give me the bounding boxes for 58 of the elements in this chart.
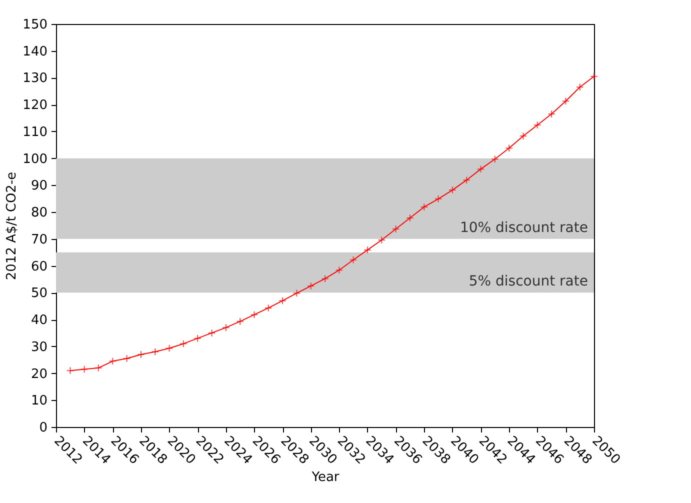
y-tick-label: 40: [30, 313, 48, 328]
y-tick-label: 30: [30, 340, 48, 355]
point: [292, 289, 301, 298]
point: [548, 110, 556, 118]
point: [349, 256, 358, 264]
point: [264, 304, 272, 312]
point: [278, 296, 286, 305]
point: [505, 144, 513, 152]
point: [420, 203, 428, 211]
point: [491, 155, 499, 163]
point: [476, 165, 485, 173]
point: [137, 350, 145, 358]
y-tick-label: 90: [30, 178, 48, 194]
point: [462, 176, 470, 184]
y-tick-label: 120: [22, 98, 48, 114]
point: [434, 195, 442, 203]
y-axis-title: 2012 A$/t CO2-e: [4, 172, 20, 280]
point: [321, 274, 329, 283]
point: [250, 310, 258, 319]
y-tick-label: 20: [30, 366, 48, 382]
point: [94, 364, 102, 372]
point: [80, 365, 88, 374]
y-tick-label: 10: [30, 394, 48, 409]
y-tick-label: 110: [22, 124, 48, 140]
y-tick-label: 0: [39, 420, 48, 436]
y-tick-label: 100: [22, 152, 48, 167]
y-tick-label: 130: [22, 71, 48, 86]
x-axis-title: Year: [310, 470, 340, 485]
point: [392, 225, 400, 233]
point: [562, 97, 570, 105]
point: [180, 340, 188, 348]
point: [519, 132, 528, 140]
point: [208, 329, 216, 337]
y-tick-label: 140: [22, 44, 48, 60]
point: [236, 318, 244, 326]
point: [406, 214, 414, 222]
y-tick-label: 50: [30, 286, 48, 302]
point: [66, 366, 74, 374]
point: [108, 357, 116, 366]
y-tick-label: 150: [22, 18, 48, 32]
band-label: 10% discount rate: [460, 220, 588, 236]
point: [590, 72, 598, 80]
point: [335, 266, 344, 274]
point: [378, 236, 386, 244]
point: [364, 246, 372, 254]
point: [534, 121, 542, 129]
y-tick-label: 70: [30, 232, 48, 248]
point: [122, 354, 131, 362]
point: [194, 334, 202, 342]
point: [222, 324, 230, 332]
y-tick-label: 80: [30, 206, 48, 221]
point: [165, 344, 174, 352]
y-tick-label: 60: [30, 259, 48, 274]
point: [151, 348, 159, 356]
point: [306, 282, 315, 290]
band-label: 5% discount rate: [468, 274, 588, 290]
point: [448, 186, 456, 194]
point: [576, 83, 584, 91]
